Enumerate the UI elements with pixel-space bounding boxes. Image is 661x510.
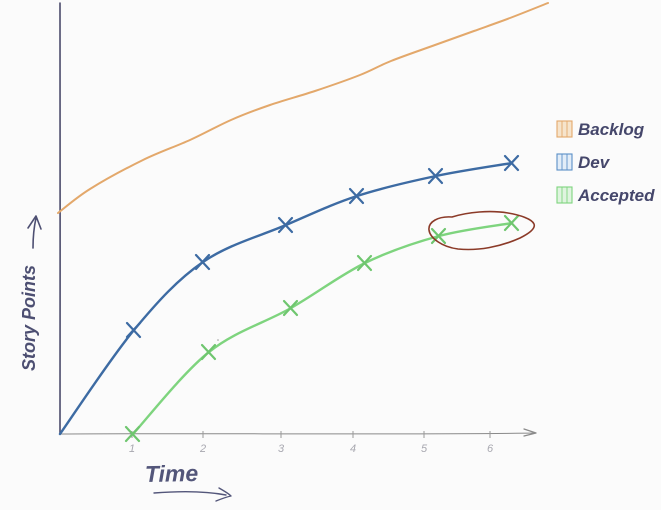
svg-text:6: 6	[487, 443, 494, 455]
svg-text:Dev: Dev	[578, 153, 611, 172]
svg-text:Time: Time	[145, 460, 199, 487]
svg-text:1: 1	[129, 443, 135, 455]
svg-text:5: 5	[421, 443, 428, 455]
svg-text:3: 3	[278, 443, 285, 455]
svg-text:2: 2	[199, 443, 206, 455]
svg-text:Story Points: Story Points	[19, 265, 39, 371]
svg-text:4: 4	[350, 443, 356, 455]
svg-text:Backlog: Backlog	[578, 120, 645, 139]
svg-text:Accepted: Accepted	[577, 186, 655, 205]
